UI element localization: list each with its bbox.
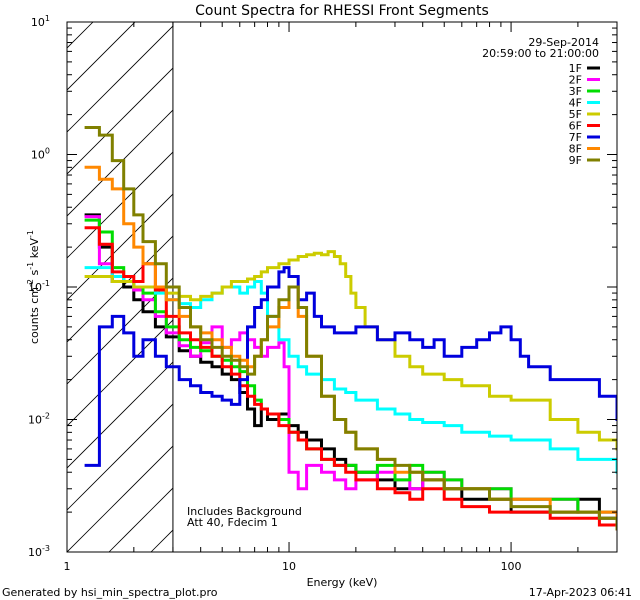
x-tick-label: 1	[64, 560, 71, 573]
y-label-exp1: -2	[26, 279, 35, 287]
legend-date: 29-Sep-2014	[528, 36, 599, 49]
hatch-line	[67, 25, 173, 133]
x-tick-label: 10	[282, 560, 296, 573]
series-line-9F	[84, 126, 617, 531]
y-label-end: keV	[28, 238, 41, 262]
footer-timestamp: 17-Apr-2023 06:41	[529, 586, 632, 599]
series-line-5F	[84, 250, 617, 451]
x-tick-label: 100	[501, 560, 522, 573]
hatch-line	[67, 277, 173, 385]
legend-time-range: 20:59:00 to 21:00:00	[482, 47, 599, 60]
hatch-line	[67, 445, 173, 552]
y-tick-label: 101	[31, 14, 50, 29]
legend-label: 1F	[569, 62, 582, 75]
legend-label: 4F	[569, 97, 582, 110]
hatch-line	[67, 67, 173, 175]
y-label-mid: s	[28, 269, 41, 278]
legend-label: 8F	[569, 143, 582, 156]
y-label-main: counts cm	[28, 287, 41, 344]
legend-label: 9F	[569, 154, 582, 167]
hatch-line	[445, 12, 640, 552]
series-line-6F	[84, 226, 617, 531]
hatch-line	[529, 12, 640, 552]
annotation-attenuator: Att 40, Fdecim 1	[187, 516, 278, 529]
axis-tick-labels: 1 10 100 10-3 10-2 10-1 100 101	[28, 14, 522, 573]
y-tick-label: 10-1	[28, 279, 50, 294]
y-label-exp3: -1	[26, 230, 35, 238]
series-line-1F	[84, 213, 617, 531]
series-line-7F	[84, 266, 617, 467]
y-tick-label: 10-2	[28, 412, 50, 427]
axis-ticks	[66, 21, 618, 553]
hatch-line	[67, 403, 173, 511]
y-axis-label: counts cm-2 s-1 keV-1	[26, 230, 41, 344]
legend-label: 3F	[569, 85, 582, 98]
hatch-line	[67, 193, 173, 301]
y-tick-label: 100	[31, 147, 50, 162]
hatch-line	[67, 235, 173, 343]
x-axis-label: Energy (keV)	[307, 576, 378, 589]
footer-generated-by: Generated by hsi_min_spectra_plot.pro	[2, 586, 218, 599]
legend-label: 2F	[569, 74, 582, 87]
series-layer	[84, 126, 617, 531]
legend-label: 5F	[569, 108, 582, 121]
hatch-line	[67, 22, 94, 49]
y-label-exp2: -1	[26, 262, 35, 270]
hatch-line	[67, 361, 173, 469]
chart-title: Count Spectra for RHESSI Front Segments	[195, 3, 489, 19]
legend-label: 6F	[569, 120, 582, 133]
y-tick-label: 10-3	[28, 544, 50, 559]
legend-label: 7F	[569, 131, 582, 144]
annotation-background: Includes Background	[187, 505, 302, 518]
